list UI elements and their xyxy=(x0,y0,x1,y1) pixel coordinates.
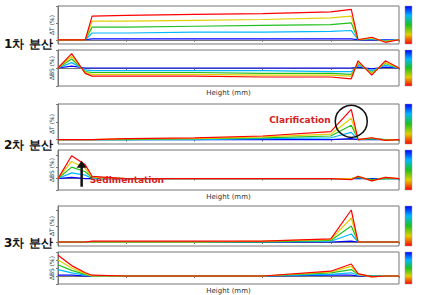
svg-text:2차 분산: 2차 분산 xyxy=(4,138,53,152)
svg-text:Height (mm): Height (mm) xyxy=(206,287,251,295)
svg-text:Clarification: Clarification xyxy=(269,115,330,125)
svg-text:ΔT (%): ΔT (%) xyxy=(48,114,55,134)
svg-text:Sedimentation: Sedimentation xyxy=(90,175,164,185)
svg-text:ΔT (%): ΔT (%) xyxy=(48,15,55,35)
svg-text:3차 분산: 3차 분산 xyxy=(4,236,53,250)
svg-text:ΔBS (%): ΔBS (%) xyxy=(48,56,55,80)
svg-text:ΔT (%): ΔT (%) xyxy=(48,216,55,236)
svg-text:ΔBS (%): ΔBS (%) xyxy=(48,256,55,280)
svg-text:ΔBS (%): ΔBS (%) xyxy=(48,158,55,182)
svg-text:Height (mm): Height (mm) xyxy=(206,193,251,201)
svg-text:1차 분산: 1차 분산 xyxy=(4,37,53,51)
svg-text:Height (mm): Height (mm) xyxy=(206,89,251,97)
